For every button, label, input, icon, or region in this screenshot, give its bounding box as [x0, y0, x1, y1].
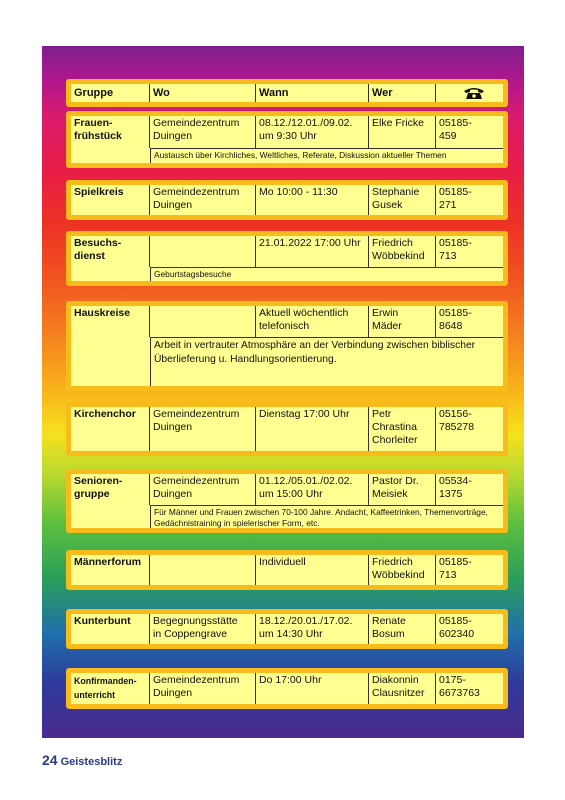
row-gruppe: Konfirmanden- unterricht [71, 673, 150, 704]
row-wer: Friedrich Wöbbekind [369, 236, 436, 267]
table-header: Gruppe Wo Wann Wer [66, 79, 508, 107]
row-wer: Stephanie Gusek [369, 185, 436, 215]
row-wann: 21.01.2022 17:00 Uhr [256, 236, 369, 267]
row-wo [150, 306, 256, 337]
row-gruppe: Kirchenchor [71, 407, 150, 451]
row-note: Austausch über Kirchliches, Weltliches, … [150, 148, 503, 163]
table-row: Kunterbunt Begegnungsstätte in Coppengra… [66, 609, 508, 649]
header-gruppe: Gruppe [71, 84, 150, 102]
row-wer: Renate Bosum [369, 614, 436, 644]
row-gruppe: Hauskreise [71, 306, 150, 337]
page-footer: 24 Geistesblitz [42, 752, 122, 770]
row-wann: 01.12./05.01./02.02. um 15:00 Uhr [256, 474, 369, 505]
row-gruppe: Spielkreis [71, 185, 150, 215]
row-wann: Individuell [256, 555, 369, 585]
row-note: Arbeit in vertrauter Atmosphäre an der V… [150, 337, 503, 386]
row-wo: Gemeindezentrum Duingen [150, 407, 256, 451]
magazine-title: Geistesblitz [60, 756, 123, 768]
row-telefon: 05185- 459 [439, 117, 472, 142]
row-gruppe: Kunterbunt [71, 614, 150, 644]
row-wo: Gemeindezentrum Duingen [150, 116, 256, 148]
row-gruppe: Besuchs- dienst [71, 236, 150, 267]
row-wann: 08.12./12.01./09.02. um 9:30 Uhr [256, 116, 369, 148]
row-wann: Dienstag 17:00 Uhr [256, 407, 369, 451]
row-wo: Begegnungsstätte in Coppengrave [150, 614, 256, 644]
telephone-icon [464, 88, 484, 99]
row-wann: Aktuell wöchentlich telefonisch [256, 306, 369, 337]
table-row: Frauen- frühstück Gemeindezentrum Duinge… [66, 111, 508, 168]
row-telefon: 05185- 8648 [439, 307, 472, 332]
table-row: Besuchs- dienst 21.01.2022 17:00 Uhr Fri… [66, 231, 508, 286]
row-gruppe: Männerforum [71, 555, 150, 585]
header-wo: Wo [150, 84, 256, 102]
row-note: Geburtstagsbesuche [150, 267, 503, 281]
row-wann: 18.12./20.01./17.02. um 14:30 Uhr [256, 614, 369, 644]
table-row: Männerforum Individuell Friedrich Wöbbek… [66, 550, 508, 590]
header-wann: Wann [256, 84, 369, 102]
header-telefon [436, 84, 503, 102]
row-wo [150, 555, 256, 585]
row-gruppe: Frauen- frühstück [71, 116, 150, 148]
row-wo: Gemeindezentrum Duingen [150, 673, 256, 704]
row-wer: Friedrich Wöbbekind [369, 555, 436, 585]
row-wer: Pastor Dr. Meisiek [369, 474, 436, 505]
row-wo: Gemeindezentrum Duingen [150, 474, 256, 505]
row-telefon: 05185- 271 [439, 186, 472, 211]
row-wo: Gemeindezentrum Duingen [150, 185, 256, 215]
row-gruppe: Senioren- gruppe [71, 474, 150, 505]
row-telefon: 05185- 602340 [439, 615, 475, 640]
table-row: Kirchenchor Gemeindezentrum Duingen Dien… [66, 402, 508, 456]
row-telefon: 05156- 785278 [439, 408, 475, 433]
table-row: Konfirmanden- unterricht Gemeindezentrum… [66, 668, 508, 709]
table-row: Hauskreise Aktuell wöchentlich telefonis… [66, 301, 508, 391]
row-telefon: 0175- 6673763 [439, 674, 480, 699]
row-wann: Mo 10:00 - 11:30 [256, 185, 369, 215]
header-wer: Wer [369, 84, 436, 102]
row-note: Für Männer und Frauen zwischen 70-100 Ja… [150, 505, 503, 528]
row-wo [150, 236, 256, 267]
row-wer: Elke Fricke [369, 116, 436, 148]
page-number: 24 [42, 752, 58, 768]
row-telefon: 05185- 713 [439, 237, 472, 262]
table-row: Spielkreis Gemeindezentrum Duingen Mo 10… [66, 180, 508, 220]
row-wann: Do 17:00 Uhr [256, 673, 369, 704]
row-telefon: 05534- 1375 [439, 475, 472, 500]
row-wer: Diakonnin Clausnitzer [369, 673, 436, 704]
row-telefon: 05185- 713 [439, 556, 472, 581]
table-row: Senioren- gruppe Gemeindezentrum Duingen… [66, 469, 508, 533]
row-wer: Petr Chrastina Chorleiter [369, 407, 436, 451]
row-wer: Erwin Mäder [369, 306, 436, 337]
